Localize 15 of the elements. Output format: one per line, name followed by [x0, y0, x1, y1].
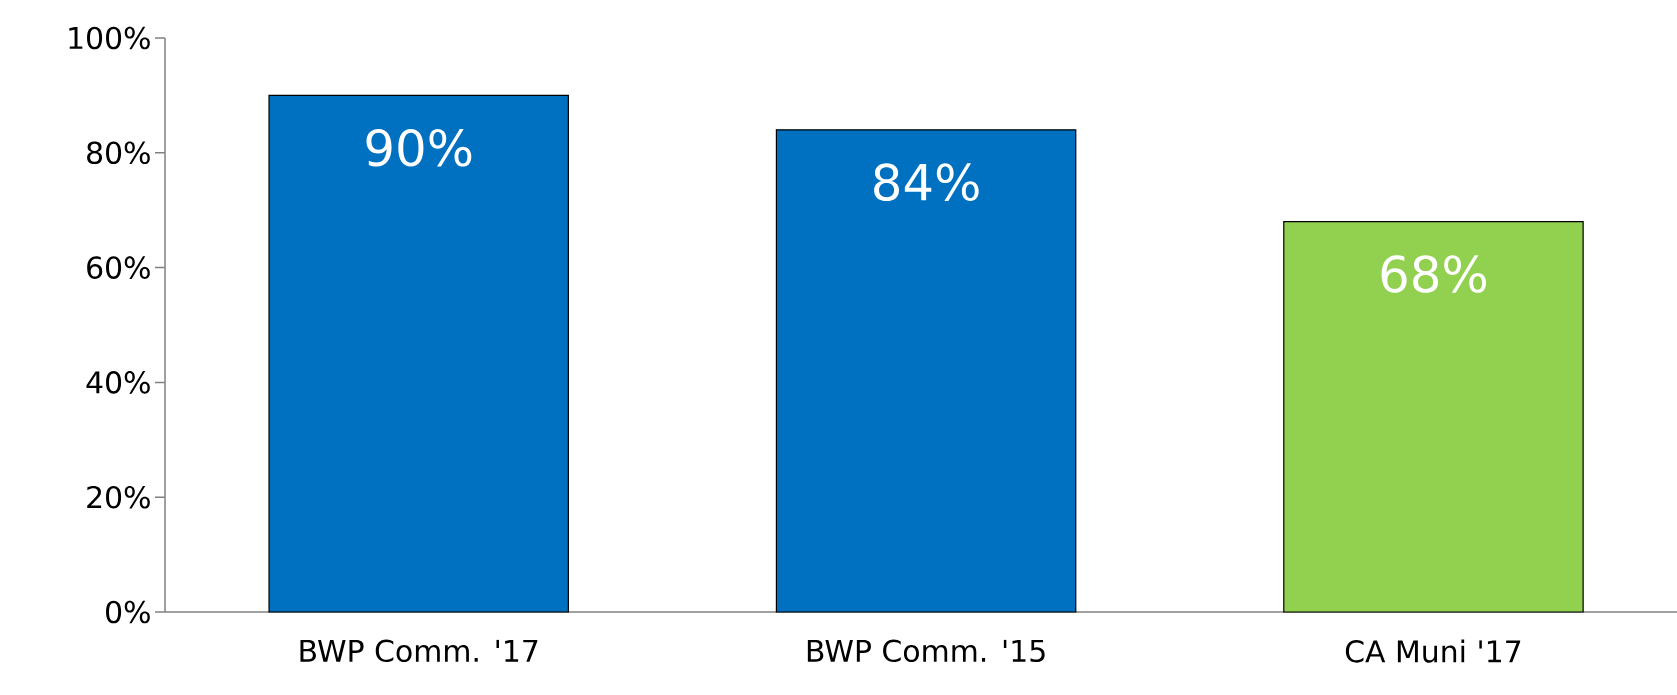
data-label: 84%: [874, 163, 979, 202]
x-tick-label: BWP Comm. '17: [300, 639, 538, 663]
y-tick-label: 100%: [69, 26, 150, 50]
x-tick-label: CA Muni '17: [1345, 639, 1521, 663]
bar: [775, 129, 1077, 613]
bar: [268, 94, 569, 613]
x-tick-label: BWP Comm. '15: [807, 639, 1045, 663]
y-tick-label: 20%: [87, 485, 150, 509]
data-label: 68%: [1381, 255, 1487, 293]
data-label: 90%: [366, 128, 472, 167]
y-tick-label: 40%: [86, 371, 150, 394]
y-tick-label: 0%: [106, 600, 150, 624]
y-tick-label: 60%: [87, 256, 150, 279]
bar: [1283, 221, 1584, 613]
y-tick-label: 80%: [87, 141, 150, 165]
